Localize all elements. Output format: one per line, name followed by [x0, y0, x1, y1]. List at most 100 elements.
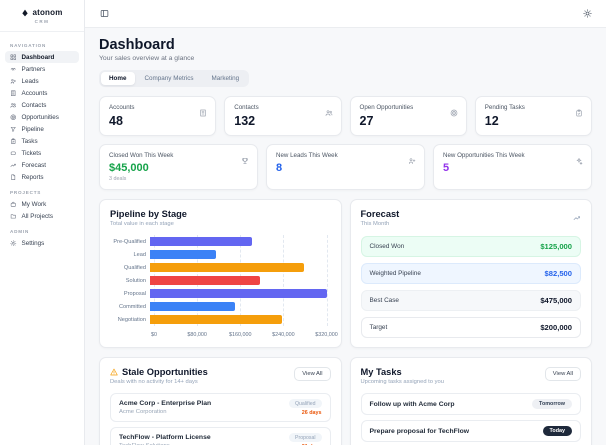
stat-card-closed-won-this-week: Closed Won This Week $45,000 3 deals — [99, 144, 258, 190]
sidebar-section-label: Navigation — [10, 43, 47, 48]
due-badge: Today — [542, 426, 572, 436]
user-plus-icon — [10, 78, 17, 85]
sidebar-item-leads[interactable]: Leads — [5, 75, 79, 87]
folder-icon — [10, 213, 17, 220]
chart-bar-committed — [150, 302, 236, 311]
sidebar-item-tasks[interactable]: Tasks — [5, 135, 79, 147]
opportunity-company: Acme Corporation — [119, 409, 167, 415]
sidebar-item-forecast[interactable]: Forecast — [5, 159, 79, 171]
sidebar-item-tickets[interactable]: Tickets — [5, 147, 79, 159]
chart-track — [150, 250, 327, 259]
forecast-row-target: Target $200,000 — [360, 317, 581, 338]
stale-title: Stale Opportunities — [122, 367, 208, 377]
sidebar-item-label: Leads — [21, 77, 39, 85]
opportunity-company: TechFlow Solutions — [119, 443, 211, 445]
tab-marketing[interactable]: Marketing — [204, 72, 248, 85]
theme-toggle-button[interactable] — [580, 7, 594, 21]
dashboard-icon — [10, 54, 17, 61]
stale-opportunity-item[interactable]: Acme Corp - Enterprise Plan Acme Corpora… — [110, 393, 331, 422]
chart-row: Lead — [110, 250, 327, 260]
warning-triangle-icon — [110, 368, 118, 376]
sidebar-item-settings[interactable]: Settings — [5, 237, 79, 249]
stat-label: Open Opportunities — [359, 104, 414, 111]
chart-x-axis: $0 $80,000 $160,000 $240,000 $320,000 — [151, 328, 338, 338]
chart-category-label: Pre-Qualified — [113, 238, 146, 245]
forecast-row-weighted-pipeline: Weighted Pipeline $82,500 — [360, 263, 581, 284]
stat-value: 5 — [443, 162, 450, 174]
stale-opportunities-list: Acme Corp - Enterprise Plan Acme Corpora… — [110, 393, 331, 445]
stat-value: $45,000 — [109, 162, 149, 174]
file-icon — [10, 174, 17, 181]
stale-view-all-button[interactable]: View All — [294, 367, 331, 381]
tab-company-metrics[interactable]: Company Metrics — [137, 72, 202, 85]
sidebar-item-pipeline[interactable]: Pipeline — [5, 123, 79, 135]
due-badge: Tomorrow — [532, 399, 572, 409]
tab-home[interactable]: Home — [101, 72, 135, 85]
sidebar-item-label: Tasks — [21, 137, 38, 145]
sidebar: atonom CRM Navigation Dashboard Partners… — [0, 0, 85, 445]
stat-value: 48 — [109, 114, 123, 128]
main-area: Dashboard Your sales overview at a glanc… — [85, 0, 606, 445]
chart-x-tick: $240,000 — [272, 332, 295, 338]
sidebar-item-label: Opportunities — [21, 113, 59, 121]
sidebar-item-partners[interactable]: Partners — [5, 63, 79, 75]
chart-category-label: Negotiation — [117, 316, 146, 323]
sidebar-item-my-work[interactable]: My Work — [5, 198, 79, 210]
page-subtitle: Your sales overview at a glance — [99, 55, 195, 62]
sidebar-item-label: Settings — [21, 239, 45, 247]
chart-category-label: Lead — [133, 251, 146, 258]
sidebar-item-contacts[interactable]: Contacts — [5, 99, 79, 111]
sidebar-item-all-projects[interactable]: All Projects — [5, 210, 79, 222]
stale-opportunity-item[interactable]: TechFlow - Platform License TechFlow Sol… — [110, 427, 331, 445]
sidebar-toggle-button[interactable] — [97, 7, 111, 21]
sidebar-item-opportunities[interactable]: Opportunities — [5, 111, 79, 123]
building-icon — [199, 104, 207, 117]
forecast-card: Forecast This Month Closed Won $125,000 … — [349, 199, 592, 348]
chart-track — [150, 289, 327, 298]
stat-value: 132 — [234, 114, 256, 128]
panel-left-icon — [100, 6, 109, 21]
stat-value: 27 — [359, 114, 374, 128]
chart-bar-pre-qualified — [150, 237, 253, 246]
users-icon — [10, 102, 17, 109]
stat-label: Contacts — [234, 104, 259, 111]
stat-label: New Leads This Week — [276, 152, 338, 159]
funnel-icon — [10, 126, 17, 133]
stage-badge: Proposal — [289, 433, 322, 442]
sidebar-item-label: Forecast — [21, 161, 47, 169]
forecast-rows: Closed Won $125,000 Weighted Pipeline $8… — [360, 236, 581, 338]
forecast-row-value: $475,000 — [540, 296, 572, 305]
sparkles-icon — [575, 152, 583, 165]
pipeline-chart-title: Pipeline by Stage — [110, 209, 187, 219]
tasks-view-all-button[interactable]: View All — [544, 367, 581, 381]
chart-bar-lead — [150, 250, 217, 259]
chart-row: Qualified — [110, 263, 327, 273]
logo-subtitle: CRM — [34, 19, 50, 24]
sidebar-item-reports[interactable]: Reports — [5, 171, 79, 183]
sidebar-item-accounts[interactable]: Accounts — [5, 87, 79, 99]
forecast-row-label: Best Case — [369, 297, 399, 304]
chart-category-label: Qualified — [123, 264, 146, 271]
chart-row: Committed — [110, 302, 327, 312]
chart-gridline — [283, 235, 285, 326]
briefcase-icon — [10, 201, 17, 208]
sidebar-section-label: Projects — [10, 190, 42, 195]
sidebar-item-label: Accounts — [21, 89, 48, 97]
clipboard-check-icon — [10, 138, 17, 145]
trending-up-icon — [573, 209, 581, 220]
stat-cards-row: Accounts 48 Contacts 132 Open Opportunit… — [99, 96, 592, 136]
chart-row: Proposal — [110, 289, 327, 299]
sidebar-item-label: Dashboard — [21, 53, 55, 61]
lists-row: Stale Opportunities Deals with no activi… — [99, 357, 592, 445]
stage-badge: Qualified — [289, 399, 322, 408]
sidebar-item-dashboard[interactable]: Dashboard — [5, 51, 79, 63]
chart-bar-proposal — [150, 289, 327, 298]
task-item[interactable]: Follow up with Acme Corp Tomorrow — [360, 393, 581, 415]
chart-x-tick: $0 — [151, 332, 157, 338]
stat-sub: 3 deals — [109, 176, 127, 182]
task-item[interactable]: Prepare proposal for TechFlow Today — [360, 420, 581, 442]
sidebar-item-label: Reports — [21, 173, 44, 181]
tasks-title: My Tasks — [360, 367, 402, 377]
sidebar-item-label: All Projects — [21, 212, 54, 220]
